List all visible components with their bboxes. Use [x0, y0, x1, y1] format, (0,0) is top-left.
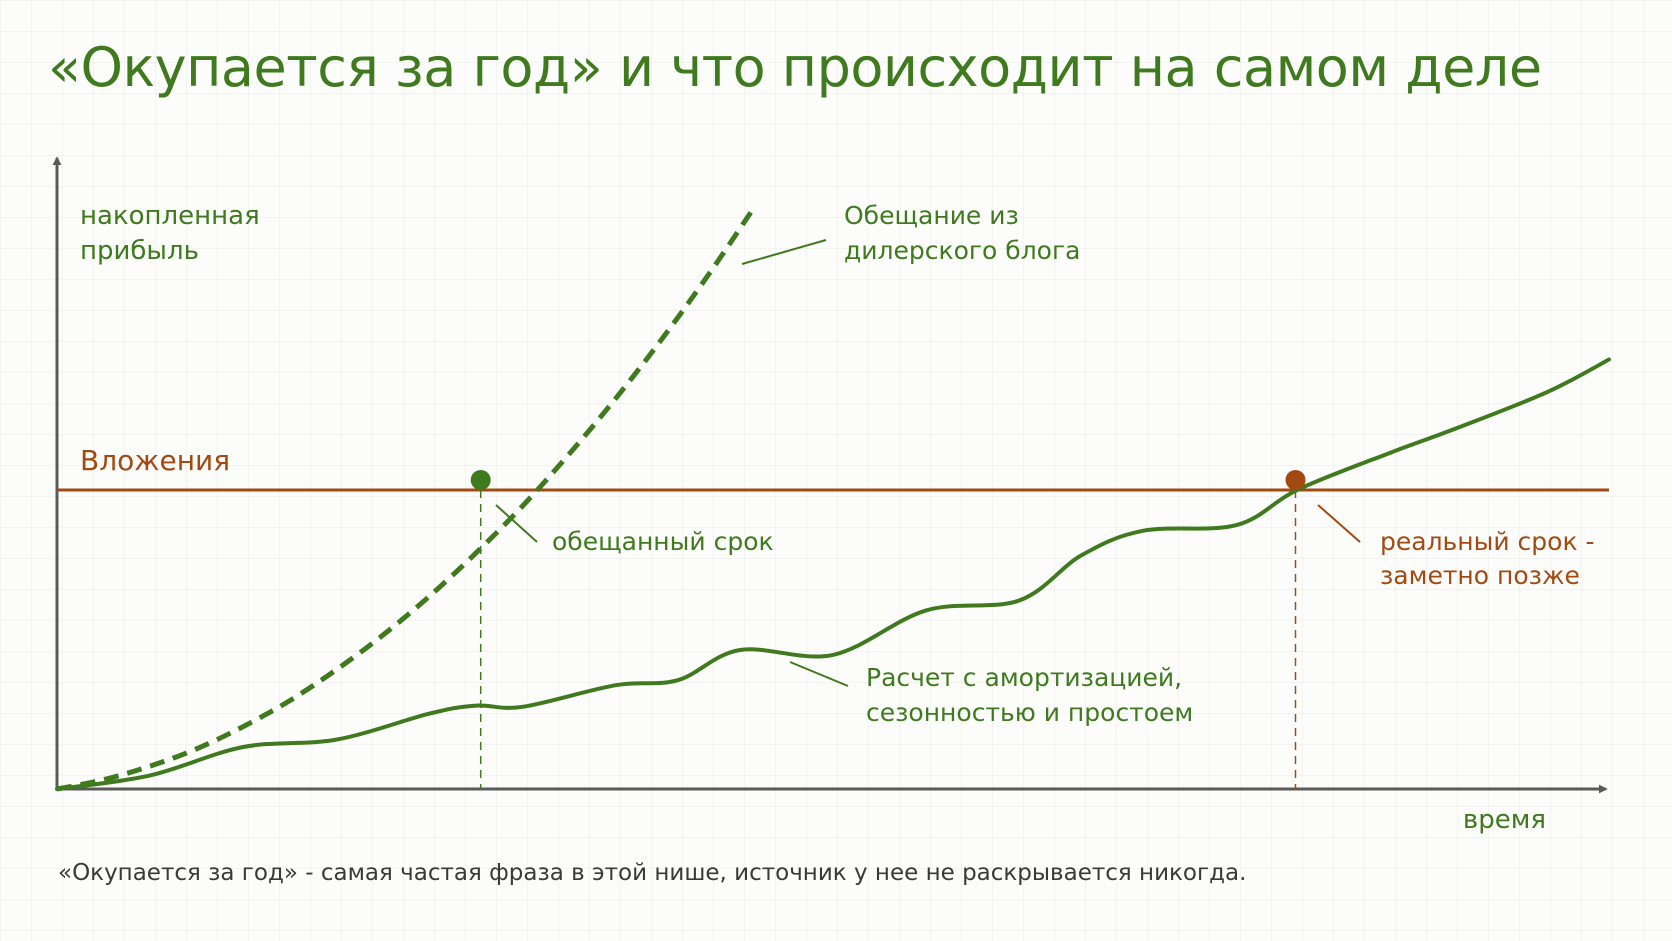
page-title: «Окупается за год» и что происходит на с…	[48, 36, 1542, 99]
promise-leader	[741, 239, 827, 265]
real-term-marker	[1285, 470, 1306, 490]
investment-label: Вложения	[80, 444, 230, 477]
real-term-leader	[1317, 504, 1361, 543]
promised-term-leader	[495, 504, 538, 543]
promise-series-label-line-1: Обещание из	[844, 201, 1019, 230]
promised-term-marker	[470, 470, 491, 490]
realistic-series-label-line-1: Расчет с амортизацией,	[866, 663, 1182, 692]
realistic-leader	[789, 661, 849, 687]
promise-series-label-line-2: дилерского блога	[844, 236, 1080, 265]
real-term-label-line-2: заметно позже	[1380, 561, 1580, 590]
y-axis-label-line-2: прибыль	[80, 236, 199, 266]
promise-series-line	[56, 204, 758, 792]
y-axis-label-line-1: накопленная	[80, 201, 260, 231]
footnote-caption: «Окупается за год» - самая частая фраза …	[58, 860, 1247, 886]
realistic-series-line	[55, 357, 1611, 791]
realistic-series-label-line-2: сезонностью и простоем	[866, 698, 1193, 727]
x-axis-label: время	[1463, 805, 1546, 835]
real-term-label-line-1: реальный срок -	[1380, 527, 1595, 556]
promised-term-label: обещанный срок	[552, 527, 774, 556]
